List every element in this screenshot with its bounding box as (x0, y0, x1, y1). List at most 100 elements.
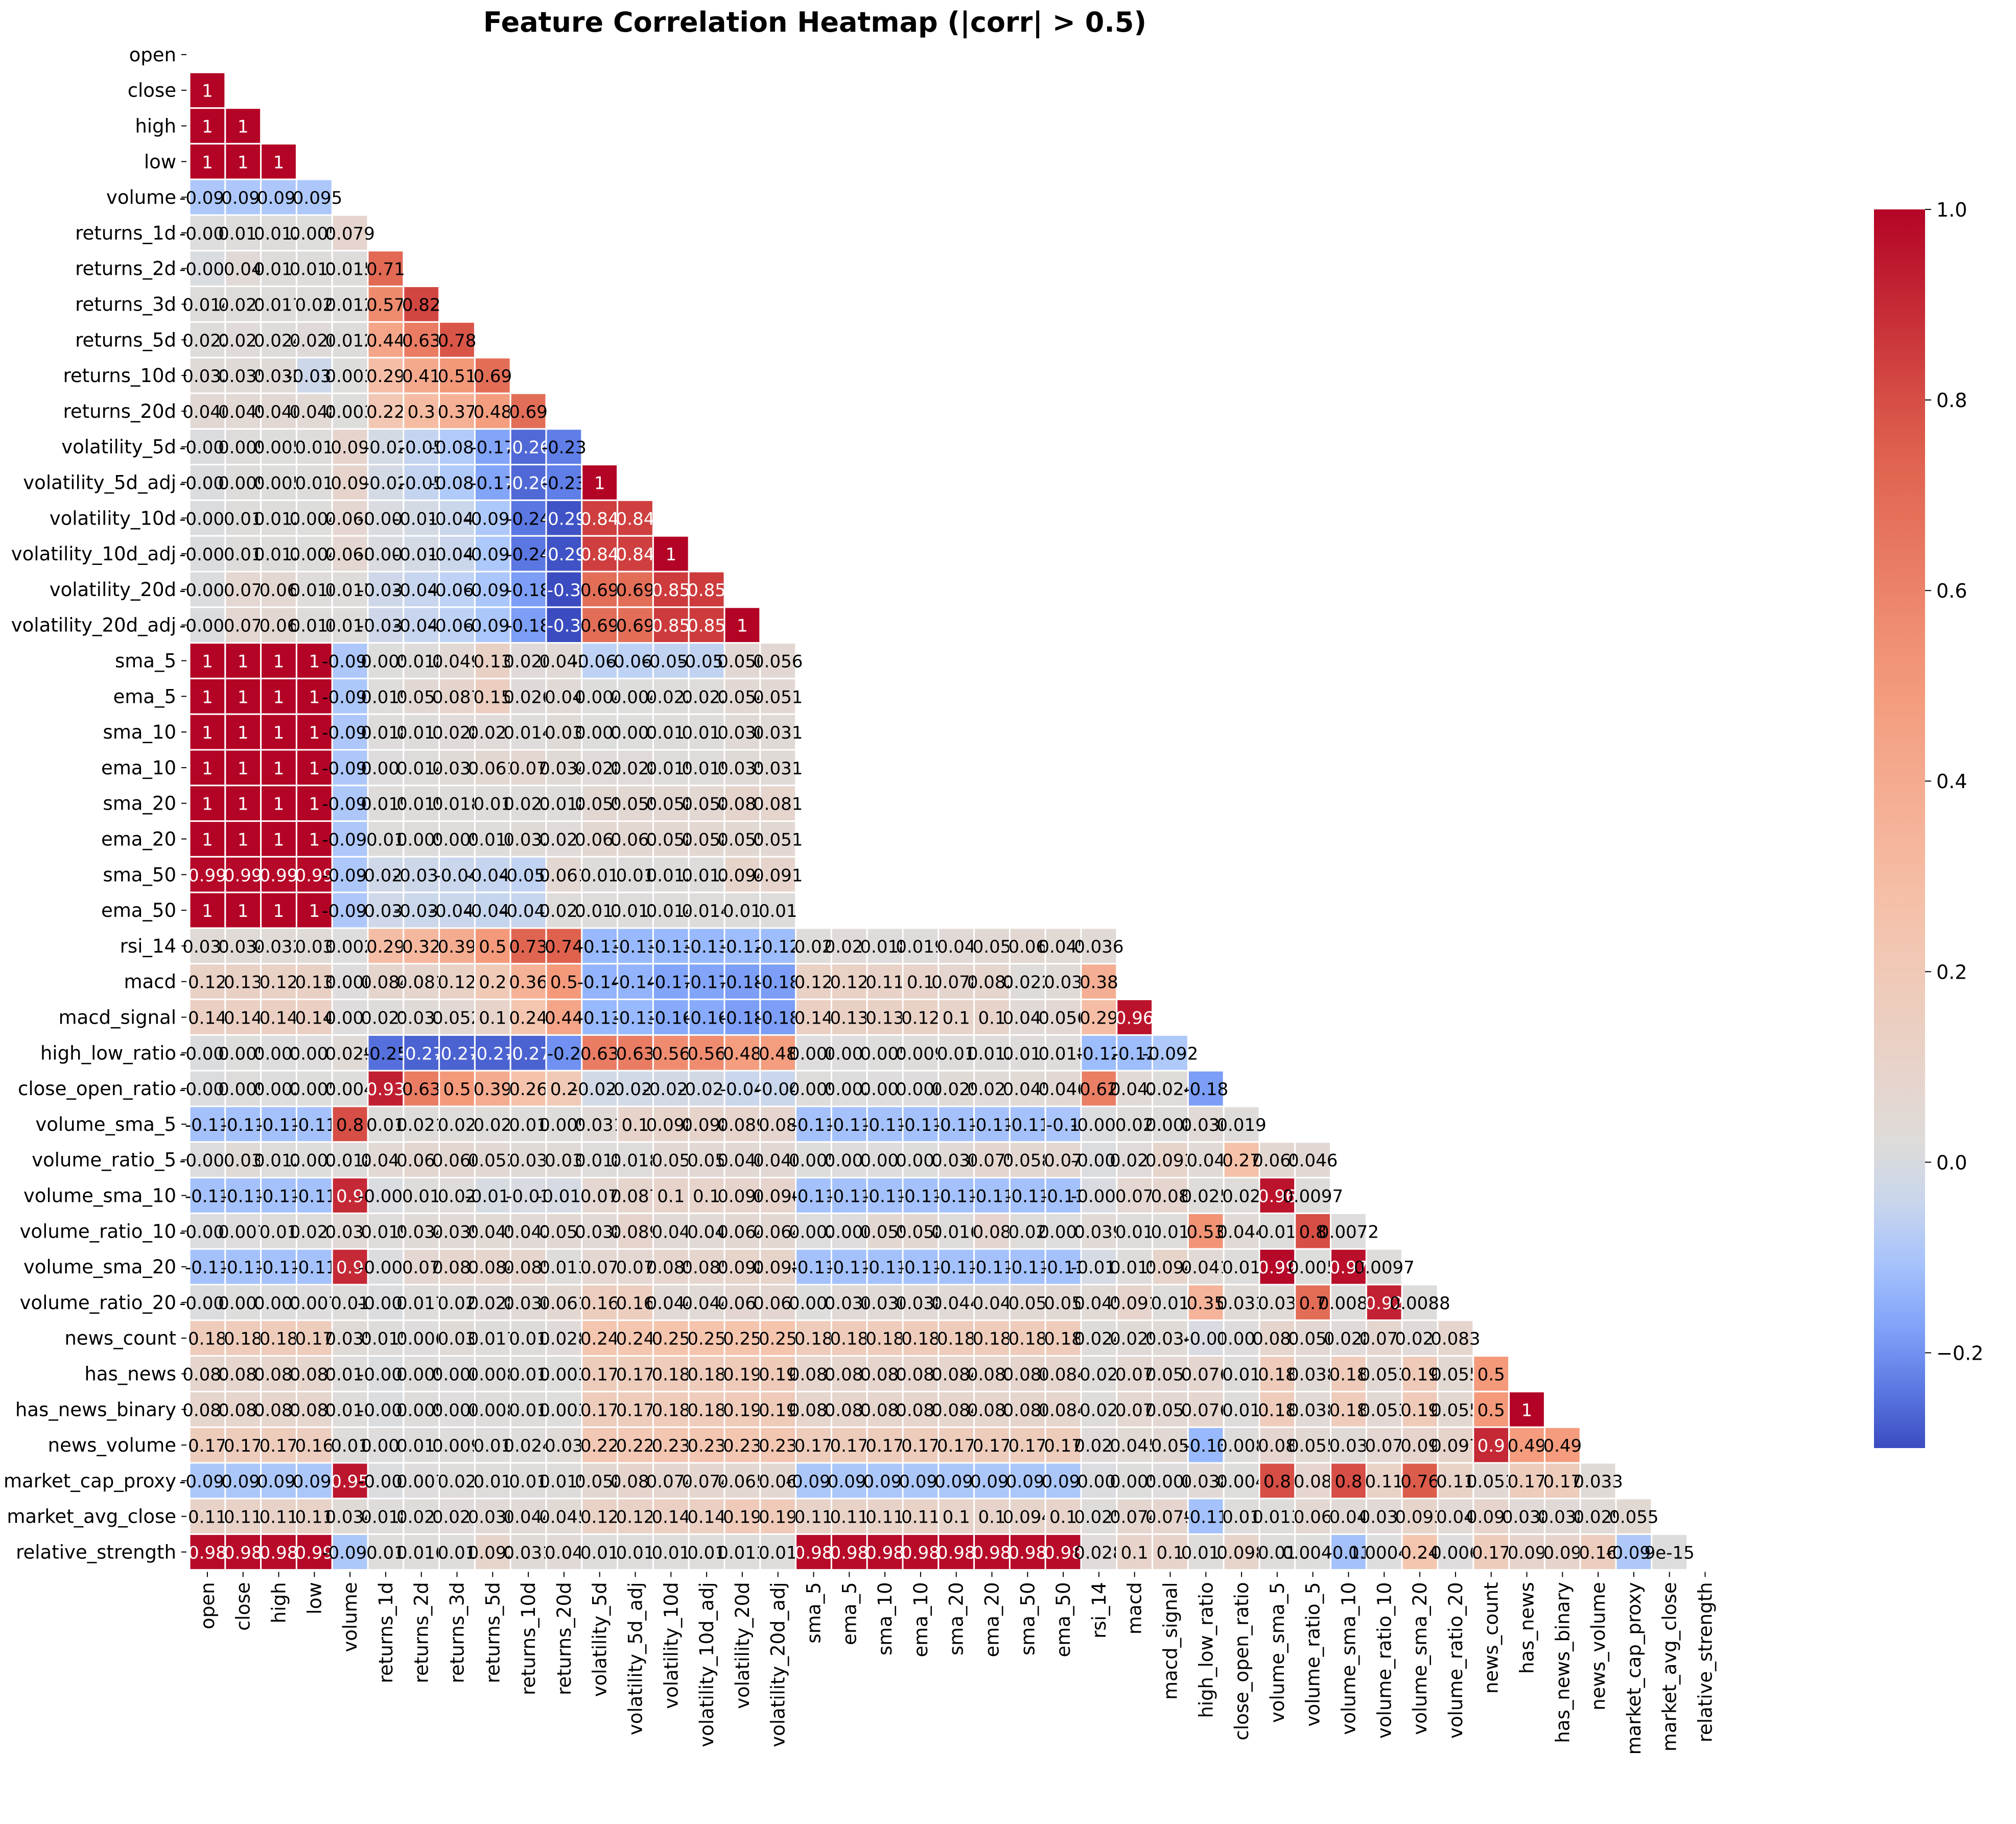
heatmap-cell-label-macd-sma_20: 0.078 (931, 973, 981, 993)
heatmap-cell-label-macd_signal-rsi_14: 0.29 (1080, 1008, 1118, 1029)
heatmap-cell-label-market_avg_close-high: 0.11 (260, 1507, 298, 1528)
heatmap-cell-sma_10-volatility_5d (581, 713, 619, 751)
heatmap-cell-label-macd-sma_10: 0.11 (865, 973, 904, 993)
heatmap-cell-label-news_volume-news_count: 0.9 (1478, 1436, 1505, 1456)
heatmap-cell-label-volume_ratio_10-volume_sma_10: 0.0072 (1318, 1222, 1379, 1242)
heatmap-cell-label-returns_3d-low: 0.02 (295, 295, 334, 316)
heatmap-cell-label-volume_sma_20-close: -0.11 (221, 1258, 266, 1278)
heatmap-cell-volume_sma_10-close_open_ratio (1223, 1177, 1260, 1214)
heatmap-cell-label-volume_ratio_10-volatility_20d_adj: 0.064 (753, 1222, 803, 1242)
heatmap-cell-volume_ratio_20-close_open_ratio (1223, 1284, 1260, 1321)
row-label-volatility_10d_adj: volatility_10d_adj (11, 543, 176, 565)
heatmap-cell-label-news_volume-volume_ratio_10: 0.07 (1365, 1436, 1403, 1456)
heatmap-cell-label-market_cap_proxy-close_open_ratio: 0.004 (1216, 1472, 1266, 1492)
col-label-ema_50: ema_50 (1052, 1582, 1074, 1657)
heatmap-cell-has_news-open (189, 1355, 226, 1392)
heatmap-cell-label-returns_5d-high: 0.024 (254, 330, 303, 351)
heatmap-cell-volume_ratio_5-ema_50 (1044, 1141, 1082, 1179)
heatmap-cell-close-open (189, 72, 226, 109)
heatmap-cell-returns_1d-high (260, 214, 297, 252)
heatmap-cell-returns_3d-open (189, 286, 226, 323)
heatmap-cell-label-has_news_binary-ema_20: 0.083 (967, 1400, 1017, 1420)
heatmap-cell-label-macd_signal-returns_2d: 0.033 (396, 1008, 446, 1029)
heatmap-cell-label-market_avg_close-returns_10d: 0.044 (503, 1507, 553, 1528)
heatmap-cell-label-volume_sma_10-high: -0.11 (256, 1187, 301, 1207)
heatmap-cell-label-macd-sma_50: 0.022 (1003, 973, 1052, 993)
heatmap-cell-label-volume_sma_10-volatility_20d: 0.096 (717, 1187, 767, 1207)
heatmap-cell-macd-volatility_5d (581, 963, 619, 1001)
heatmap-cell-label-close_open_ratio-ema_50: 0.046 (1038, 1079, 1088, 1100)
heatmap-cell-label-market_cap_proxy-volatility_20d_adj: 0.06 (759, 1472, 798, 1492)
heatmap-cell-label-news_volume-volume_ratio_5: 0.055 (1288, 1436, 1338, 1456)
heatmap-cell-returns_3d-volume (331, 286, 369, 323)
heatmap-cell-ema_5-open (189, 677, 226, 715)
heatmap-cell-label-news_count-macd_signal: 0.034 (1145, 1329, 1195, 1349)
heatmap-cell-relative_strength-ema_20 (973, 1533, 1011, 1571)
heatmap-cell-label-volatility_10d-high: 0.012 (254, 509, 303, 529)
heatmap-cell-label-volume_sma_10-volume_ratio_5: 0.0097 (1282, 1187, 1343, 1207)
heatmap-cell-volume_ratio_20-volume_sma_20 (1401, 1284, 1439, 1321)
heatmap-cell-label-volatility_10d_adj-volatility_5d_adj: 0.84 (616, 544, 655, 565)
heatmap-cell-has_news-sma_10 (866, 1355, 904, 1392)
col-label-returns_3d: returns_3d (447, 1582, 468, 1683)
heatmap-cell-ema_5-high (260, 677, 297, 715)
heatmap-cell-label-market_cap_proxy-volume_sma_10: 0.8 (1334, 1472, 1362, 1492)
heatmap-cell-volatility_5d-open (189, 428, 226, 466)
heatmap-cell-label-volume_ratio_10-volatility_5d_adj: 0.089 (611, 1222, 660, 1242)
row-label-macd_signal: macd_signal (59, 1007, 177, 1029)
heatmap-cell-label-high_low_ratio-volatility_5d_adj: 0.63 (616, 1044, 655, 1064)
heatmap-cell-label-ema_5-volatility_10d: 0.022 (646, 687, 696, 707)
heatmap-cell-label-rsi_14-returns_5d: 0.5 (479, 937, 506, 957)
colorbar-tick-label-6: 1.0 (1936, 199, 1967, 221)
heatmap-cell-label-volume_sma_5-ema_5: -0.11 (827, 1115, 872, 1135)
col-label-macd_signal: macd_signal (1160, 1582, 1182, 1700)
heatmap-cell-relative_strength-open (189, 1533, 226, 1571)
heatmap-cell-label-volume_ratio_20-high_low_ratio: 0.35 (1186, 1293, 1225, 1314)
heatmap-cell-relative_strength-returns_10d (509, 1533, 547, 1571)
heatmap-cell-label-volume_sma_20-volatility_20d: 0.098 (717, 1258, 767, 1278)
heatmap-cell-volume_sma_5-ema_50 (1044, 1105, 1082, 1143)
heatmap-cell-label-volume_ratio_5-volume_ratio_5: 0.046 (1288, 1151, 1338, 1171)
heatmap-cell-label-volume_ratio_10-returns_10d: 0.042 (503, 1222, 553, 1242)
heatmap-cell-ema_10-high (260, 749, 297, 787)
heatmap-cell-label-macd-volatility_10d_adj: -0.17 (684, 973, 729, 993)
heatmap-cell-label-ema_5-volatility_20d: 0.054 (717, 687, 767, 707)
heatmap-cell-label-volume_sma_10-volatility_10d: 0.1 (657, 1187, 685, 1207)
heatmap-cell-label-news_count-volatility_20d: 0.25 (723, 1329, 762, 1349)
heatmap-cell-relative_strength-ema_5 (830, 1533, 868, 1571)
heatmap-cell-label-relative_strength-news_count: 0.17 (1472, 1543, 1511, 1564)
heatmap-cell-label-ema_50-volatility_20d_adj: 0.01 (759, 901, 798, 921)
heatmap-cell-label-has_news-sma_5: 0.083 (789, 1365, 838, 1385)
heatmap-cell-label-volatility_20d-volatility_5d_adj: 0.69 (616, 580, 655, 601)
heatmap-cell-label-has_news_binary-ema_50: 0.084 (1038, 1400, 1088, 1420)
heatmap-cell-label-has_news-volatility_5d_adj: 0.17 (616, 1365, 655, 1385)
heatmap-cell-volume_sma_10-sma_10 (866, 1177, 904, 1214)
heatmap-cell-high_low_ratio-volatility_20d (723, 1034, 761, 1072)
heatmap-cell-market_cap_proxy-returns_1d (367, 1462, 405, 1500)
heatmap-cell-ema_5-volatility_10d (652, 677, 690, 715)
heatmap-cell-label-macd_signal-sma_10: 0.13 (865, 1008, 904, 1029)
col-label-sma_20: sma_20 (946, 1582, 968, 1655)
heatmap-cell-returns_2d-open (189, 250, 226, 288)
heatmap-cell-label-macd-ema_20: 0.082 (967, 973, 1017, 993)
heatmap-cell-market_cap_proxy-news_volume (1579, 1462, 1617, 1500)
heatmap-cell-label-volume_ratio_10-volatility_20d: 0.064 (717, 1222, 767, 1242)
heatmap-cell-volume_ratio_5-volatility_5d (581, 1141, 619, 1179)
heatmap-cell-label-volume_ratio_10-volume: 0.037 (325, 1222, 374, 1242)
heatmap-cell-volume_ratio_20-sma_50 (1009, 1284, 1046, 1321)
heatmap-cell-relative_strength-volume_sma_10 (1330, 1533, 1367, 1571)
heatmap-cell-ema_20-volatility_5d (581, 820, 619, 858)
heatmap-cell-relative_strength-volume_ratio_10 (1365, 1533, 1403, 1571)
heatmap-cell-label-rsi_14-returns_1d: 0.29 (366, 937, 405, 957)
heatmap-cell-label-volatility_5d-low: 0.01 (295, 438, 334, 458)
heatmap-cell-label-high-close: 1 (238, 117, 249, 137)
heatmap-cell-label-volume_ratio_10-close_open_ratio: 0.044 (1216, 1222, 1266, 1242)
heatmap-cell-label-returns_3d-returns_1d: 0.57 (366, 295, 405, 316)
heatmap-cell-label-returns_20d-low: 0.048 (290, 402, 339, 422)
heatmap-cell-label-rsi_14-ema_10: 0.019 (896, 937, 945, 957)
heatmap-cell-label-news_volume-close_open_ratio: 0.008 (1216, 1436, 1266, 1456)
heatmap-cell-label-volatility_5d_adj-volume: 0.09 (331, 473, 369, 494)
heatmap-cell-label-macd_signal-returns_5d: 0.1 (479, 1008, 506, 1029)
heatmap-cell-label-ema_10-volatility_20d_adj: 0.031 (753, 759, 803, 779)
heatmap-cell-label-volume_ratio_20-macd_signal: 0.01 (1151, 1293, 1190, 1314)
